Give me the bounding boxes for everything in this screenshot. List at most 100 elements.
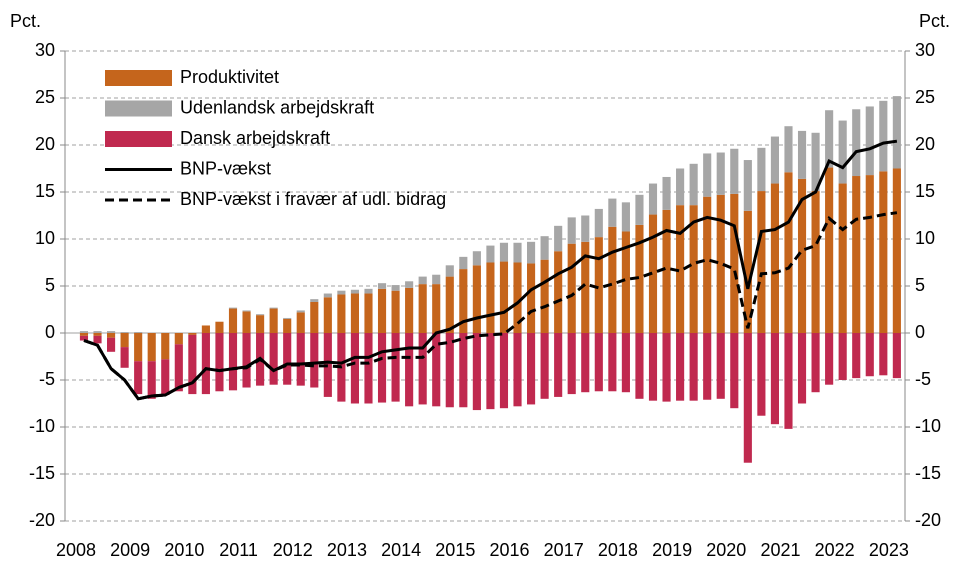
x-tick-label: 2013 — [327, 540, 367, 560]
bar — [757, 147, 766, 192]
bar — [405, 333, 414, 407]
bar — [364, 288, 373, 294]
bar — [161, 333, 170, 360]
bar — [662, 176, 671, 210]
bar — [269, 333, 278, 385]
bar — [147, 333, 156, 362]
bar — [621, 231, 630, 333]
bar — [892, 333, 901, 379]
y-tick-label-right: 10 — [915, 228, 935, 248]
bar — [676, 168, 685, 206]
bar — [432, 333, 441, 407]
bar — [513, 262, 522, 333]
bar — [310, 333, 319, 388]
line — [83, 211, 898, 401]
bar — [323, 293, 332, 298]
x-tick-label: 2016 — [489, 540, 529, 560]
legend-swatch — [105, 131, 172, 147]
bar — [445, 265, 454, 277]
y-tick-label-right: 30 — [915, 40, 935, 60]
bar — [256, 315, 265, 333]
bar — [472, 265, 481, 333]
bar — [188, 333, 197, 335]
bar — [784, 126, 793, 173]
legend-swatch — [105, 70, 172, 86]
bar — [134, 333, 143, 362]
y-unit-label: Pct. — [10, 11, 41, 31]
bar — [337, 290, 346, 295]
bar — [554, 333, 563, 397]
bar — [825, 333, 834, 385]
bar — [554, 225, 563, 252]
bar — [852, 109, 861, 177]
bar — [784, 172, 793, 333]
bar — [770, 136, 779, 184]
bar — [459, 269, 468, 333]
bar — [892, 168, 901, 333]
y-tick-label-right: 20 — [915, 134, 935, 154]
y-tick-label-right: 25 — [915, 87, 935, 107]
bar — [364, 333, 373, 404]
bar — [797, 178, 807, 333]
bar — [499, 333, 509, 409]
bar — [364, 293, 373, 333]
x-tick-label: 2019 — [652, 540, 692, 560]
bar — [581, 215, 590, 242]
bar — [201, 333, 210, 395]
bar — [770, 183, 779, 333]
y-tick-label-right: -5 — [915, 369, 931, 389]
bar — [743, 160, 752, 211]
bar — [107, 333, 116, 338]
bar — [676, 333, 685, 401]
bar — [499, 261, 509, 333]
x-tick-label: 2012 — [273, 540, 313, 560]
bar — [689, 163, 698, 206]
bar — [811, 132, 820, 192]
bar — [242, 310, 251, 312]
bar — [797, 130, 807, 179]
bar — [296, 333, 305, 386]
bar — [391, 285, 400, 291]
bar — [540, 236, 549, 260]
y-tick-label: 0 — [45, 322, 55, 342]
bar — [513, 333, 522, 407]
bar — [283, 333, 292, 385]
bar — [120, 332, 129, 333]
bar — [174, 344, 183, 392]
bar — [770, 333, 779, 425]
bar — [107, 331, 116, 333]
bar — [499, 242, 509, 262]
bar — [838, 183, 847, 333]
bar — [472, 251, 481, 266]
bar — [879, 333, 888, 376]
bar — [703, 333, 712, 400]
bar — [567, 243, 576, 333]
bar — [350, 293, 359, 333]
y-tick-label: 15 — [35, 181, 55, 201]
bar — [879, 171, 888, 333]
x-tick-label: 2018 — [598, 540, 638, 560]
bar — [418, 284, 427, 333]
bar — [621, 333, 630, 393]
x-tick-label: 2022 — [815, 540, 855, 560]
legend-swatch — [105, 100, 172, 117]
bar — [730, 193, 739, 333]
bar — [648, 214, 658, 333]
bar — [147, 361, 156, 399]
bar — [662, 209, 671, 333]
bar — [161, 359, 170, 396]
bar — [228, 308, 238, 333]
bar — [608, 333, 617, 392]
bar — [540, 259, 549, 333]
bar — [852, 176, 861, 333]
bar — [120, 347, 129, 368]
bar — [93, 335, 102, 344]
x-tick-label: 2014 — [381, 540, 421, 560]
bar — [228, 307, 238, 309]
x-tick-label: 2008 — [56, 540, 96, 560]
bar — [865, 106, 874, 176]
bar — [730, 333, 739, 409]
bar — [296, 310, 305, 313]
y-unit-label-right: Pct. — [919, 11, 950, 31]
